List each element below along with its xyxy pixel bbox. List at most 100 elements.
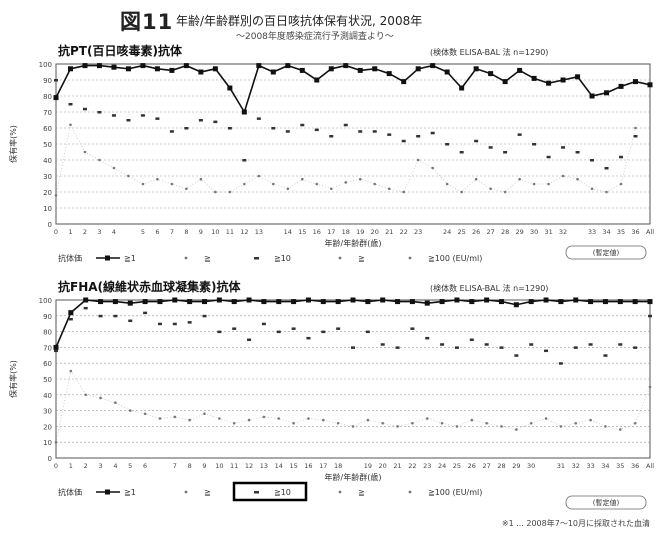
data-point: [440, 421, 444, 425]
data-point: [380, 297, 386, 303]
legend-label: ≧: [204, 254, 211, 263]
x-tick-label: 29: [512, 462, 520, 470]
data-point: [256, 63, 262, 69]
x-tick-label: 24: [443, 228, 451, 236]
data-point: [213, 120, 218, 124]
data-point: [474, 139, 479, 143]
data-point: [618, 83, 624, 89]
x-tick-label: 26: [468, 462, 476, 470]
x-tick-label: 23: [423, 462, 431, 470]
data-point: [127, 174, 130, 178]
stamp-frame: [565, 495, 647, 510]
x-tick-label: 1: [68, 228, 72, 236]
data-point: [328, 66, 334, 72]
data-point: [202, 314, 207, 318]
data-point: [276, 299, 282, 305]
x-tick-label: 12: [240, 228, 248, 236]
data-point: [336, 327, 341, 330]
data-point: [111, 114, 116, 117]
data-point: [98, 314, 103, 318]
x-tick-label: 35: [616, 462, 624, 470]
data-point: [322, 418, 325, 422]
x-tick-label: 7: [173, 462, 177, 470]
x-tick-label: 20: [379, 462, 387, 470]
data-point: [588, 299, 594, 305]
legend-swatch: [408, 490, 412, 494]
data-point: [262, 415, 266, 419]
data-point: [513, 302, 519, 308]
data-point: [98, 299, 104, 305]
data-point: [380, 343, 385, 346]
data-point: [143, 311, 148, 315]
legend-label: ≧100 (EU/ml): [428, 488, 482, 497]
data-point: [54, 349, 58, 353]
data-point: [217, 330, 222, 334]
data-point: [590, 159, 595, 162]
y-tick-label: 90: [43, 313, 52, 321]
data-point: [484, 343, 489, 346]
data-point: [619, 428, 622, 431]
data-point: [232, 421, 236, 425]
data-point: [395, 299, 401, 305]
data-point: [387, 133, 392, 136]
series-line: [55, 370, 651, 443]
data-point: [214, 190, 217, 194]
y-tick-label: 10: [43, 439, 52, 447]
y-tick-label: 40: [43, 392, 52, 400]
data-point: [488, 146, 493, 149]
x-tick-label: 29: [515, 228, 523, 236]
data-point: [544, 417, 548, 420]
data-point: [128, 409, 132, 412]
x-tick-label: 0: [54, 462, 58, 470]
data-point: [469, 338, 474, 341]
data-point: [53, 95, 59, 101]
x-tick-label: 30: [530, 228, 538, 236]
data-point: [430, 63, 436, 69]
x-tick-label: 15: [289, 462, 297, 470]
x-tick-label: 17: [319, 462, 327, 470]
data-point: [647, 299, 653, 305]
data-point: [573, 346, 578, 349]
x-tick-label: All: [646, 228, 654, 236]
data-point: [558, 362, 563, 365]
x-tick-label: 6: [155, 228, 159, 236]
x-tick-label: 12: [245, 462, 253, 470]
data-point: [416, 158, 420, 162]
x-tick-label: 31: [544, 228, 552, 236]
data-point: [344, 181, 348, 184]
x-tick-label: 17: [327, 228, 335, 236]
data-point: [632, 299, 638, 305]
data-point: [97, 111, 102, 114]
x-tick-label: 25: [458, 228, 466, 236]
data-point: [410, 327, 415, 330]
data-point: [270, 69, 276, 75]
x-tick-label: 19: [364, 462, 372, 470]
data-point: [142, 299, 148, 305]
data-point: [558, 299, 564, 305]
data-point: [574, 421, 578, 425]
data-point: [69, 369, 73, 373]
data-point: [647, 82, 653, 88]
data-point: [305, 297, 311, 303]
data-point: [247, 338, 252, 341]
data-point: [503, 151, 508, 154]
data-point: [633, 346, 638, 349]
data-point: [395, 346, 400, 349]
data-point: [212, 66, 218, 72]
data-point: [602, 299, 608, 305]
data-point: [633, 421, 637, 425]
chart-panel-fha: 抗FHA(線維状赤血球凝集素)抗体 (検体数 ELISA-BAL 法 n=1290…: [0, 278, 664, 523]
data-point: [424, 300, 430, 306]
x-tick-label: 36: [631, 462, 639, 470]
x-tick-label: 27: [486, 228, 494, 236]
x-tick-label: 2: [83, 228, 87, 236]
y-tick-label: 80: [43, 329, 52, 337]
data-point: [351, 346, 355, 349]
chart-assay: (検体数 ELISA-BAL 法 n=1290): [430, 283, 548, 293]
data-point: [126, 119, 131, 122]
data-point: [183, 63, 189, 69]
data-point: [604, 90, 610, 96]
data-point: [112, 166, 116, 170]
x-tick-label: 28: [497, 462, 505, 470]
chart-assay: (検体数 ELISA-BAL 法 n=1290): [430, 47, 548, 57]
